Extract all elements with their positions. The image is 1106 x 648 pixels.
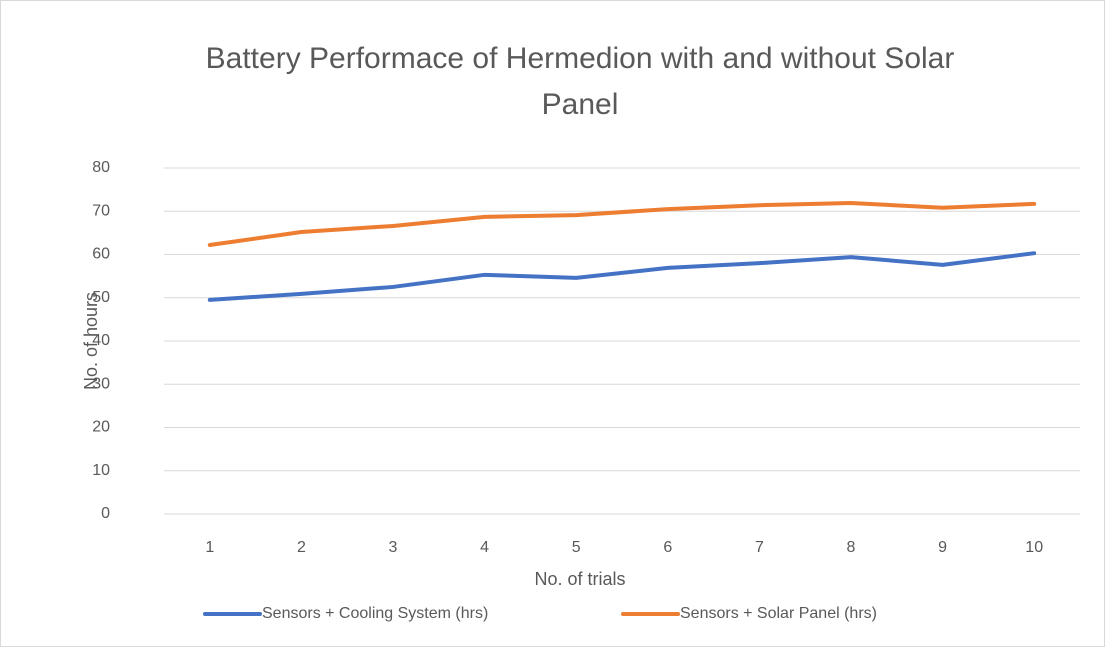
x-tick-label: 5 <box>572 539 581 556</box>
y-tick-label: 30 <box>92 375 110 392</box>
y-tick-label: 10 <box>92 462 110 479</box>
x-tick-label: 7 <box>755 539 764 556</box>
chart-title: Battery Performace of Hermedion with and… <box>205 42 955 121</box>
x-tick-label: 9 <box>938 539 947 556</box>
y-tick-label: 50 <box>92 289 110 306</box>
x-tick-label: 10 <box>1025 539 1043 556</box>
series-line <box>207 201 1037 247</box>
x-tick-label: 4 <box>480 539 489 556</box>
y-axis-title: No. of hours <box>81 292 101 390</box>
y-tick-label: 40 <box>92 332 110 349</box>
y-tick-label: 60 <box>92 246 110 263</box>
x-tick-label: 3 <box>389 539 398 556</box>
x-tick-label: 1 <box>205 539 214 556</box>
y-tick-label: 20 <box>92 419 110 436</box>
legend-label: Sensors + Solar Panel (hrs) <box>680 605 877 622</box>
legend-label: Sensors + Cooling System (hrs) <box>262 605 488 622</box>
y-tick-label: 70 <box>92 202 110 219</box>
x-tick-label: 6 <box>663 539 672 556</box>
x-axis-title: No. of trials <box>534 569 625 589</box>
x-tick-label: 8 <box>847 539 856 556</box>
y-tick-label: 0 <box>101 505 110 522</box>
y-tick-label: 80 <box>92 159 110 176</box>
series-line <box>207 251 1037 302</box>
x-tick-label: 2 <box>297 539 306 556</box>
